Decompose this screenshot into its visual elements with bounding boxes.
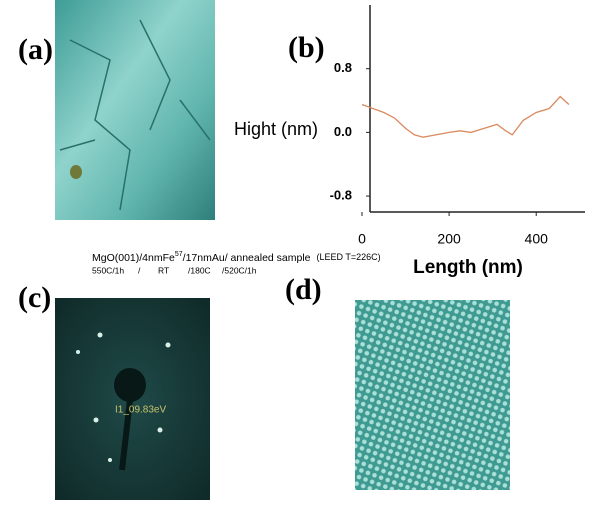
caption-line2: 550C/1h / RT /180C /520C/1h [92,265,257,275]
caption-text: /17nmAu/ annealed sample [183,252,311,264]
panel-label: (b) [288,31,325,64]
x-tick-label: 400 [525,231,549,247]
caption-item: RT [158,265,169,275]
y-tick-label: -0.8 [330,188,352,203]
caption-note: (LEED T=226C) [317,252,381,262]
profile-line [362,97,569,138]
leed-energy: I1_09.83eV [115,405,166,416]
panel-label: (d) [285,273,322,306]
y-tick-label: 0.0 [334,124,352,139]
x-tick-label: 0 [358,231,366,247]
caption-sup: 57 [175,251,183,258]
y-axis-label: Hight (nm) [234,119,318,139]
caption: MgO(001)/4nmFe57/17nmAu/ annealed sample… [92,251,381,264]
figure: I1_09.83eV (a) (b) (c) (d) MgO(001)/4nmF… [0,0,602,508]
electron-gun [114,368,146,402]
y-tick-label: 0.8 [334,60,352,75]
x-axis-label: Length (nm) [413,257,523,278]
caption-item: /520C/1h [222,265,257,275]
panel-label: (a) [18,33,53,66]
caption-item: 550C/1h [92,265,124,275]
caption-text: MgO(001)/4nmFe [92,252,175,264]
stm-image [355,300,510,490]
particle [70,165,82,179]
caption-item: /180C [188,265,211,275]
caption-item: / [138,265,141,275]
panel-label: (c) [18,281,51,314]
x-tick-label: 200 [437,231,461,247]
afm-image [55,0,215,220]
